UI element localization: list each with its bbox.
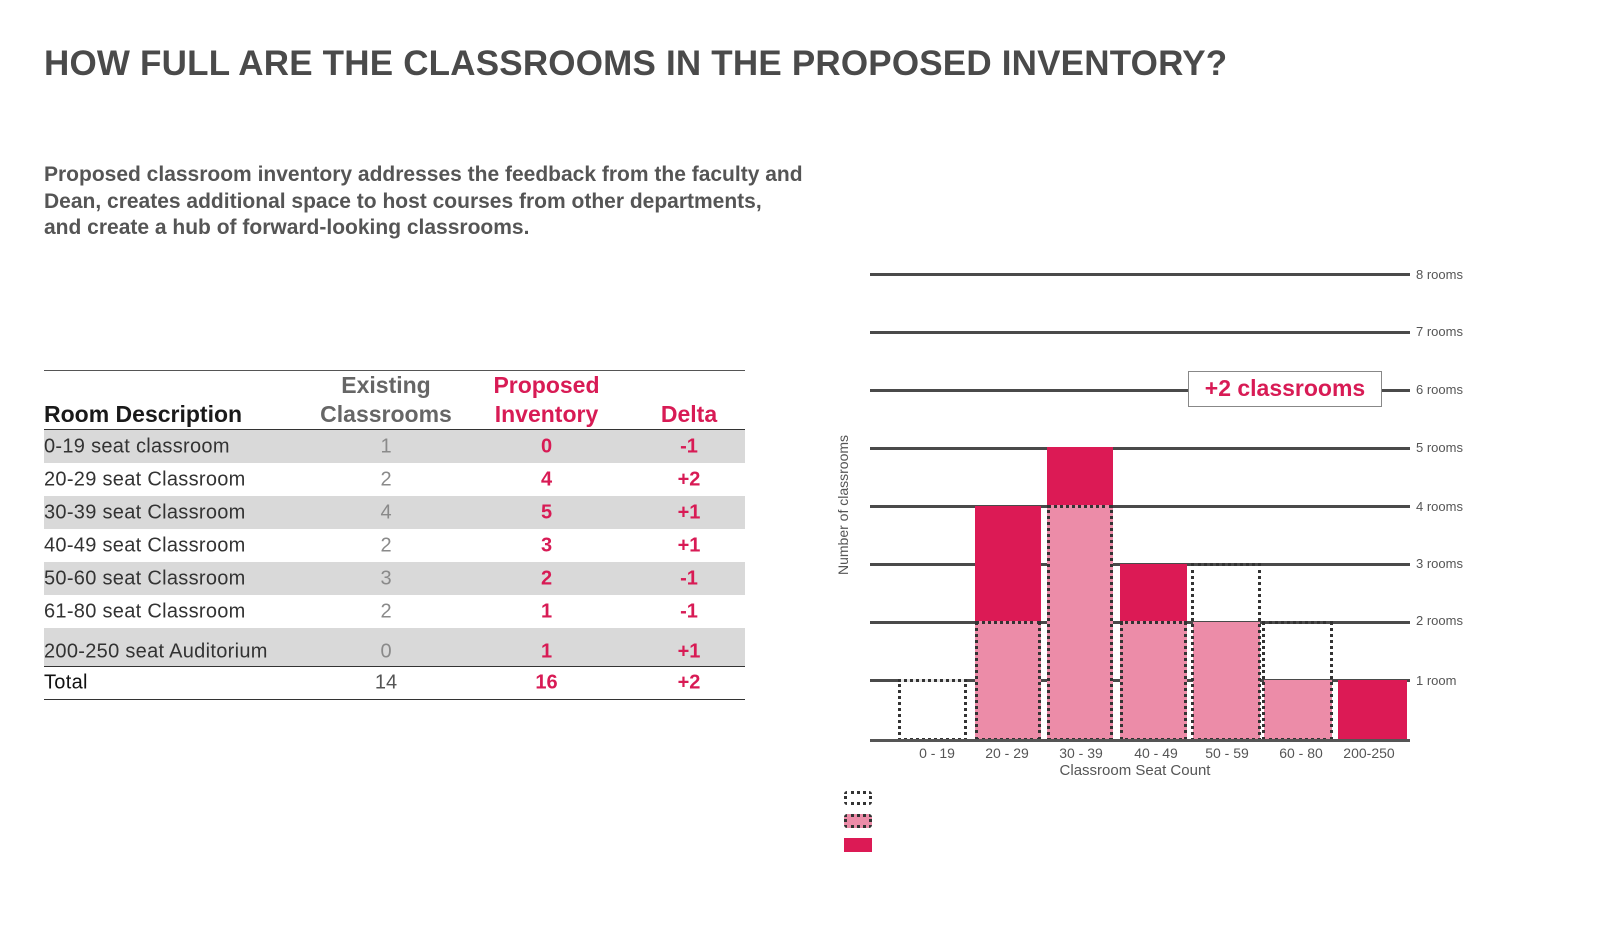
delta-value: +2 [677, 468, 701, 490]
table-header: Room Description Existing Classrooms Pro… [44, 371, 745, 430]
page-title: HOW FULL ARE THE CLASSROOMS IN THE PROPO… [44, 44, 1228, 83]
header-proposed-line1: Proposed [493, 372, 600, 398]
room-description: 50-60 seat Classroom [44, 567, 246, 589]
legend-existing-empty-swatch [844, 791, 872, 805]
proposed-count: 1 [540, 640, 553, 663]
room-description: 30-39 seat Classroom [44, 501, 246, 523]
bar-40-49-proposed-addition [1120, 564, 1187, 623]
delta-value: +1 [677, 534, 701, 556]
total-existing: 14 [374, 671, 398, 694]
room-description: 20-29 seat Classroom [44, 468, 246, 490]
y-tick-4: 4 rooms [1416, 499, 1463, 514]
header-proposed-inventory: Proposed Inventory [469, 371, 624, 429]
x-tick-200-250: 200-250 [1343, 745, 1395, 761]
y-tick-1: 1 room [1416, 673, 1457, 688]
table-row: 61-80 seat Classroom 2 1 -1 [44, 595, 745, 628]
table-row: 30-39 seat Classroom 4 5 +1 [44, 496, 745, 529]
table-row: 20-29 seat Classroom 2 4 +2 [44, 463, 745, 496]
bar-200-250-proposed [1338, 680, 1407, 741]
gridline-3 [870, 563, 1410, 566]
total-proposed: 16 [535, 671, 558, 694]
classroom-inventory-table: Room Description Existing Classrooms Pro… [44, 370, 745, 700]
bar-50-59-existing [1191, 563, 1261, 741]
header-proposed-line2: Inventory [494, 401, 599, 427]
room-description: 40-49 seat Classroom [44, 534, 246, 556]
y-tick-5: 5 rooms [1416, 440, 1463, 455]
delta-value: -1 [680, 600, 698, 622]
header-existing-classrooms: Existing Classrooms [306, 371, 466, 429]
existing-count: 1 [380, 435, 392, 457]
bar-20-29-existing [975, 621, 1041, 741]
x-tick-60-80: 60 - 80 [1279, 745, 1323, 761]
bar-60-80-proposed [1264, 680, 1332, 741]
header-room-description: Room Description [44, 401, 243, 427]
gridline-6 [870, 389, 1410, 392]
header-existing-line2: Classrooms [320, 401, 452, 427]
x-tick-0-19: 0 - 19 [919, 745, 955, 761]
total-label: Total [44, 671, 88, 694]
y-axis-label: Number of classrooms [835, 434, 851, 576]
proposed-count: 0 [540, 435, 553, 457]
header-existing-line1: Existing [341, 372, 431, 398]
gridline-8 [870, 273, 1410, 276]
y-tick-7: 7 rooms [1416, 324, 1463, 339]
legend-proposed-addition-swatch [844, 838, 872, 852]
proposed-count: 2 [540, 567, 553, 589]
x-tick-30-39: 30 - 39 [1059, 745, 1103, 761]
x-axis-label: Classroom Seat Count [1059, 762, 1211, 779]
table-row: 200-250 seat Auditorium 0 1 +1 [44, 628, 745, 666]
bar-40-49-existing [1120, 621, 1187, 741]
bar-20-29-proposed-addition [975, 506, 1041, 623]
delta-value: +1 [677, 501, 701, 523]
bar-50-59-proposed [1193, 622, 1260, 741]
x-axis-baseline [870, 739, 1410, 742]
table-total-row: Total 14 16 +2 [44, 666, 745, 700]
bar-30-39-existing [1047, 505, 1113, 741]
gridline-7 [870, 331, 1410, 334]
bar-60-80-existing [1262, 621, 1333, 741]
existing-count: 2 [380, 600, 392, 622]
x-tick-40-49: 40 - 49 [1134, 745, 1178, 761]
intro-paragraph: Proposed classroom inventory addresses t… [44, 163, 803, 239]
gridline-2 [870, 621, 1410, 624]
proposed-count: 5 [540, 501, 553, 523]
delta-callout: +2 classrooms [1188, 371, 1382, 407]
gridline-4 [870, 505, 1410, 508]
proposed-count: 4 [540, 468, 553, 490]
bar-30-39-proposed-addition [1047, 447, 1113, 507]
table-row: 40-49 seat Classroom 2 3 +1 [44, 529, 745, 562]
table-row: 50-60 seat Classroom 3 2 -1 [44, 562, 745, 595]
room-description: 61-80 seat Classroom [44, 600, 246, 622]
proposed-count: 3 [540, 534, 553, 556]
bar-0-19-existing [898, 679, 967, 741]
room-description: 200-250 seat Auditorium [44, 640, 268, 663]
gridline-5 [870, 447, 1410, 450]
table-row: 0-19 seat classroom 1 0 -1 [44, 430, 745, 463]
delta-value: -1 [680, 435, 698, 457]
existing-count: 3 [380, 567, 392, 589]
room-description: 0-19 seat classroom [44, 435, 230, 457]
gridline-1 [870, 679, 1410, 682]
total-delta: +2 [677, 671, 701, 694]
delta-value: +1 [677, 640, 701, 663]
y-tick-2: 2 rooms [1416, 613, 1463, 628]
existing-count: 2 [380, 468, 392, 490]
header-delta: Delta [660, 401, 718, 427]
x-tick-20-29: 20 - 29 [985, 745, 1029, 761]
proposed-count: 1 [540, 600, 553, 622]
x-tick-50-59: 50 - 59 [1205, 745, 1249, 761]
existing-count: 0 [380, 640, 392, 663]
existing-count: 2 [380, 534, 392, 556]
y-tick-3: 3 rooms [1416, 556, 1463, 571]
y-tick-6: 6 rooms [1416, 382, 1463, 397]
existing-count: 4 [380, 501, 392, 523]
delta-value: -1 [680, 567, 698, 589]
y-tick-8: 8 rooms [1416, 267, 1463, 282]
legend-existing-retained-swatch [844, 814, 872, 828]
